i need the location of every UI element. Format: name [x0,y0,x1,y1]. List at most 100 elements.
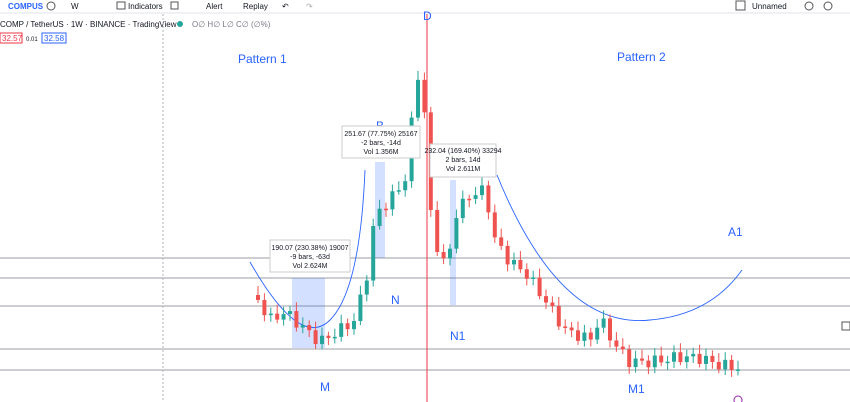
measure-text: 251.67 (77.75%) 25167 [344,131,417,138]
label: N1 [450,329,466,343]
measure-box: 190.07 (230.38%) 19007 -9 bars, -63d Vol… [269,239,351,273]
candle-body [691,353,696,357]
replay[interactable]: Replay [243,2,268,11]
label: Pattern 2 [617,50,666,64]
candle-body [268,313,273,316]
indicators-icon [116,1,126,10]
candle-body [467,198,472,201]
candle-body [569,327,574,331]
candle-body [473,195,478,199]
indicators[interactable]: Indicators [128,2,163,11]
candle-body [416,79,420,118]
candle-body [665,361,670,364]
measure-box: 232.04 (169.40%) 33294 2 bars, 14d Vol 2… [424,143,502,178]
measure-range [450,180,456,305]
candle-body [288,311,292,315]
label: M [320,380,330,394]
label: M1 [628,382,645,396]
candle-body [281,314,286,320]
measure-box-bg [269,239,351,273]
measure-text: 190.07 (230.38%) 19007 [271,245,348,252]
pattern-curve [249,169,366,329]
measure-box: 251.67 (77.75%) 25167 -2 bars, -14d Vol … [341,125,421,159]
candle-body [595,327,600,340]
candle-body [659,355,664,363]
ask-box[interactable] [41,32,67,44]
candle-body [332,336,337,339]
candle-body [313,330,318,345]
candle-body [710,355,715,362]
candle-body [729,359,734,370]
layout-checkbox[interactable] [735,0,746,11]
candle-body [723,359,728,370]
candle-body [480,185,484,196]
templates-icon[interactable] [170,1,179,10]
candle-body [339,323,344,337]
symbol[interactable]: COMPUS [8,2,44,11]
undo[interactable]: ↶ [282,2,289,11]
candle-body [620,346,625,350]
candle-body [576,330,580,341]
candle-body [256,295,260,300]
label: Pattern 1 [238,52,287,66]
candle-body [345,323,350,330]
candle-body [371,225,376,281]
bid-box[interactable] [0,32,23,44]
candle-body [262,300,267,316]
measure-text: 2 bars, 14d [445,157,480,164]
status-dot [177,21,183,27]
candle-body [384,208,388,211]
candle-body [601,318,606,328]
add-symbol[interactable] [46,1,56,11]
toolbar [0,0,850,13]
candle-body [736,369,740,371]
redo[interactable]: ↷ [306,2,313,11]
event-marker[interactable] [733,395,743,402]
settings[interactable] [823,1,833,11]
spread: 0.01 [26,37,38,43]
candle-body [627,349,632,368]
label: A1 [728,225,743,239]
candle-body [518,259,523,270]
pattern-curve [496,174,743,322]
candle-body [358,294,363,322]
measure-box-bg [341,125,421,159]
layout-name[interactable]: Unnamed [752,2,787,11]
label: D [423,9,432,23]
candle-body [633,358,638,368]
candle-body [422,79,427,113]
candle-body [499,237,504,246]
candle-body [377,208,382,226]
candle-body [448,248,452,259]
candle-body [697,353,702,364]
scale-button[interactable] [841,321,850,331]
candle-body [672,352,676,362]
candle-body [390,191,395,210]
candle-body [582,332,587,341]
candle-body [556,306,561,327]
candle-body [486,185,491,213]
candle-body [396,190,401,192]
candle-body [652,355,657,368]
candle-body [512,259,516,265]
candle-body [460,198,465,219]
search[interactable] [804,1,814,11]
candle-body [563,326,568,328]
candle-body [300,325,305,328]
bid: 32.57 [2,34,23,43]
measure-box-bg [429,143,497,178]
measure-text: -9 bars, -63d [290,254,330,261]
legend-title: COMP / TetherUS · 1W · BINANCE · Trading… [0,20,177,29]
candle-body [524,269,529,279]
alert[interactable]: Alert [206,2,223,11]
label: N [391,293,400,307]
measure-text: Vol 2.624M [292,263,327,270]
candle-body [716,361,721,370]
measure-text: Vol 1.356M [363,149,398,156]
candle-body [550,302,555,307]
candle-body [454,218,459,249]
candle-body [531,277,536,279]
interval[interactable]: W [71,2,79,11]
measure-text: 232.04 (169.40%) 33294 [424,148,501,155]
